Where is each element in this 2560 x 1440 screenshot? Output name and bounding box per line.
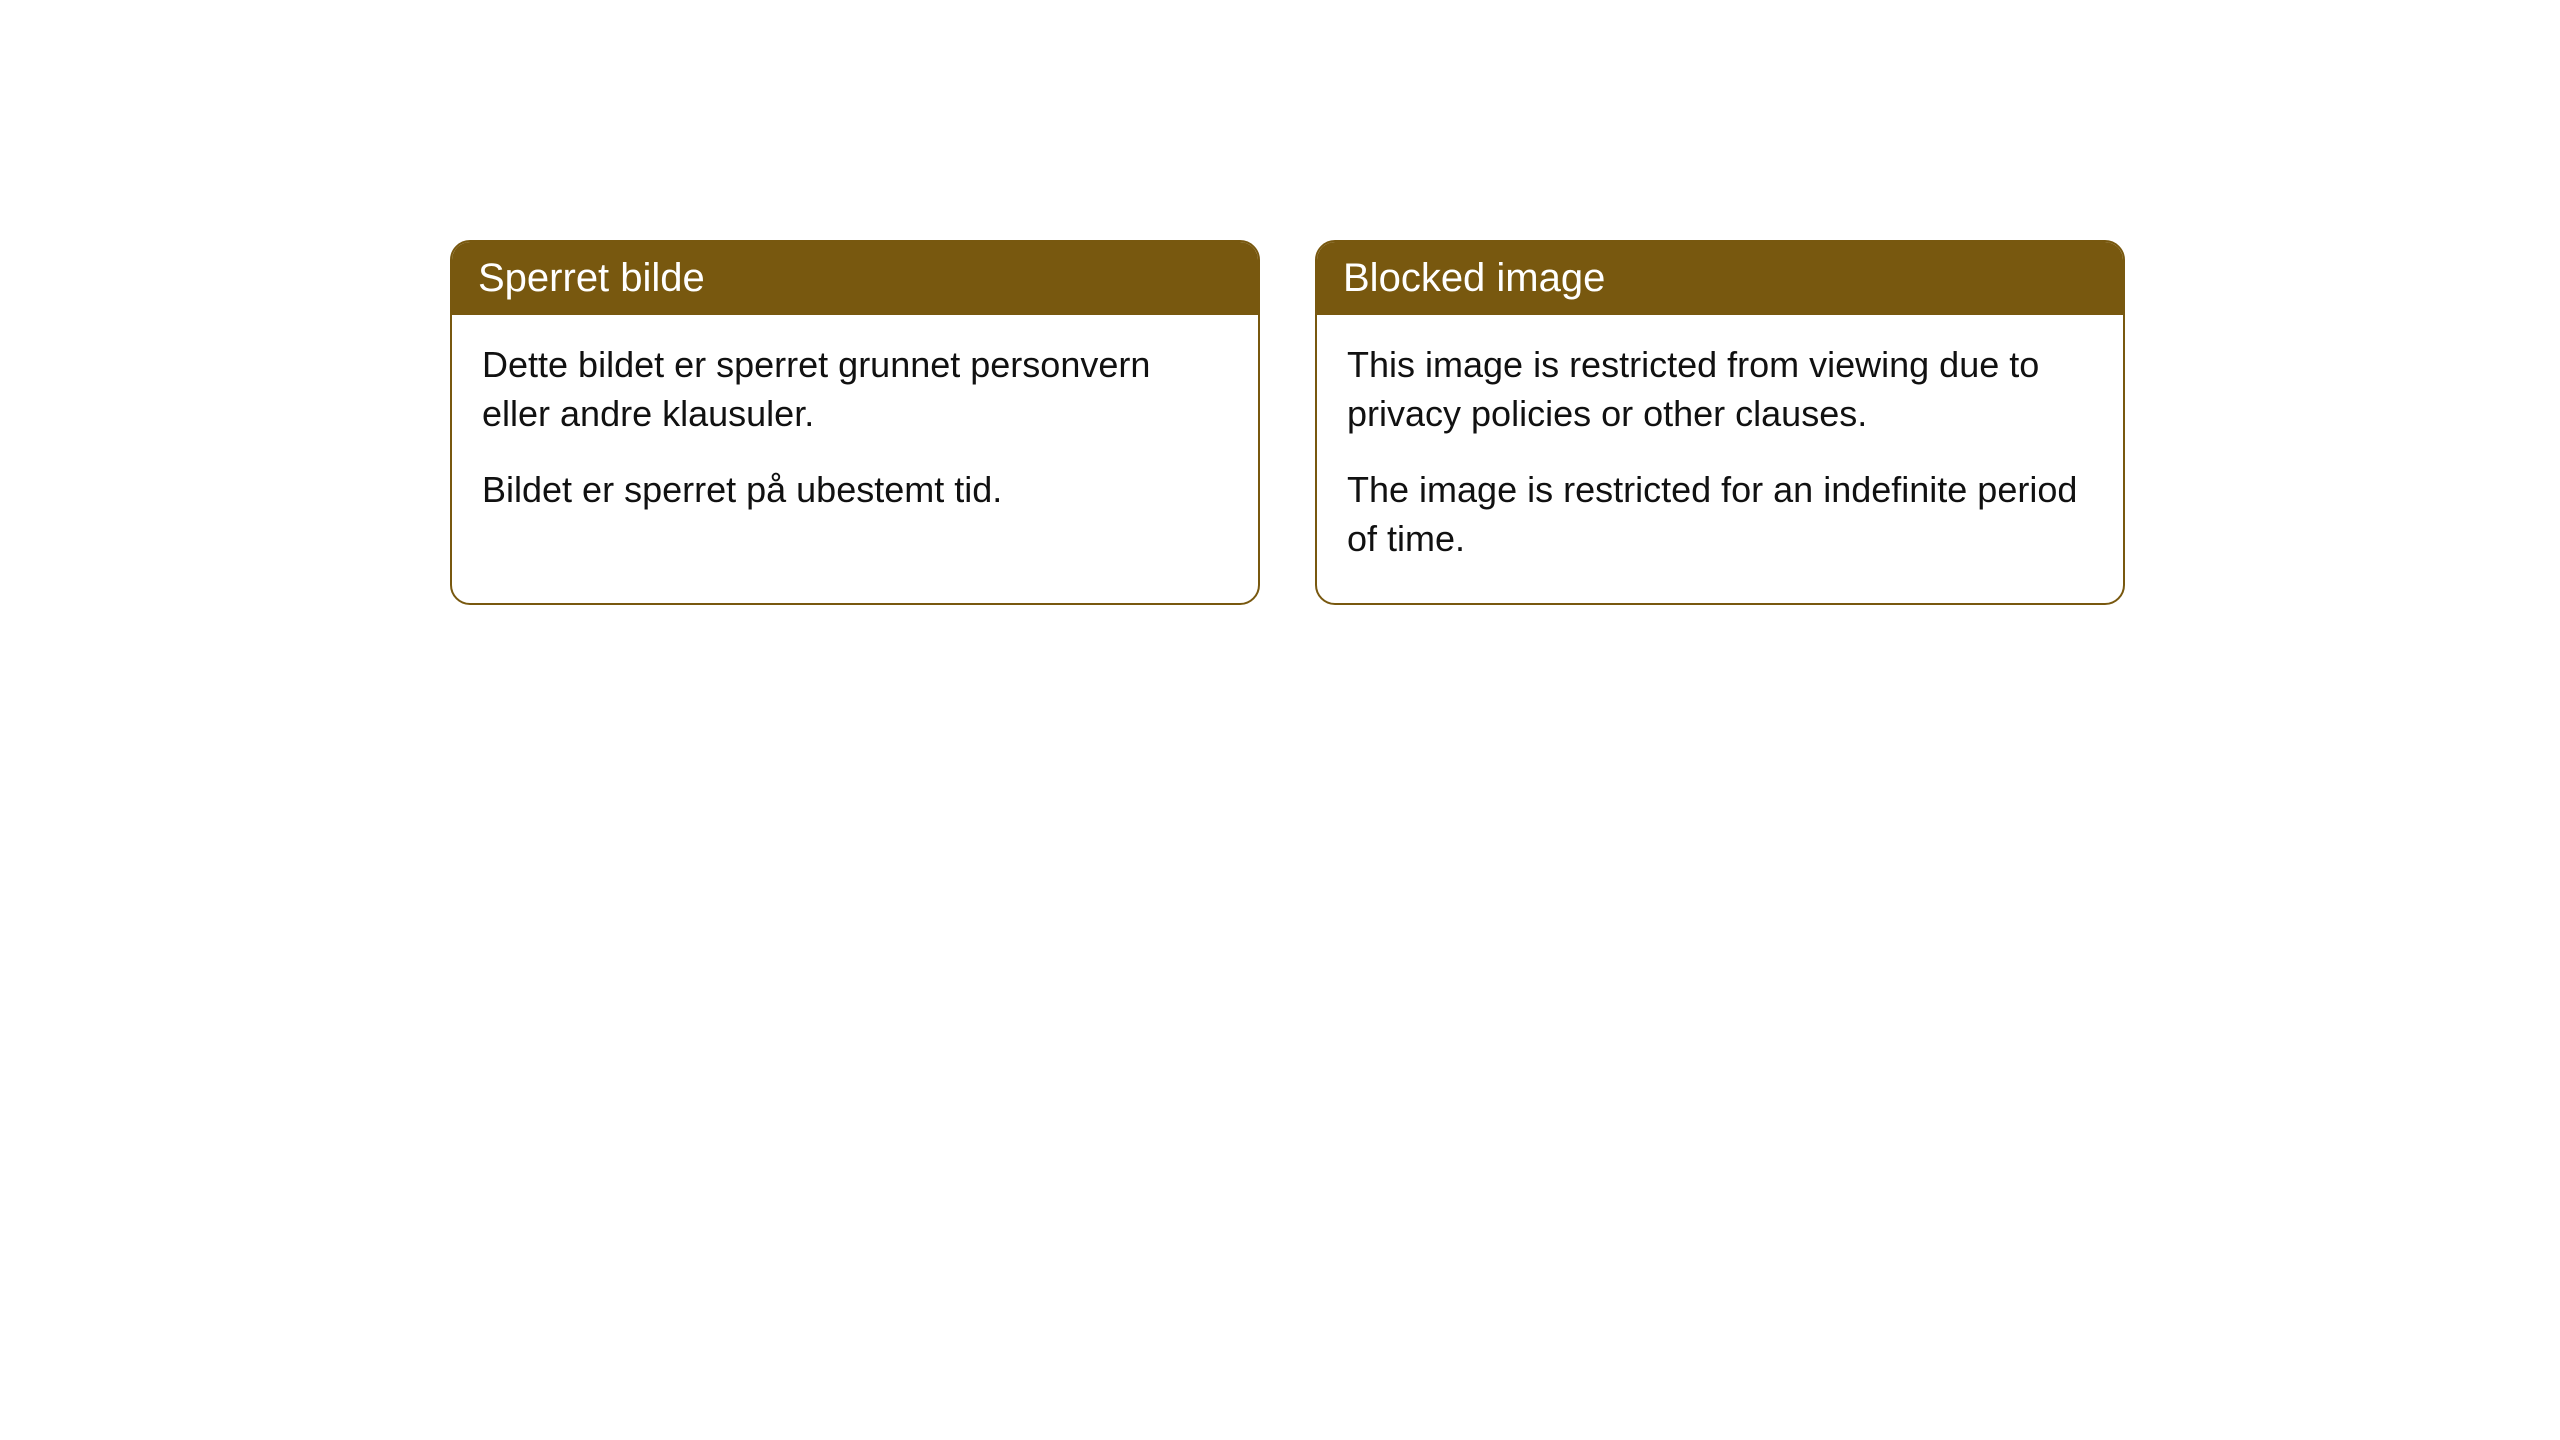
notice-text-english-2: The image is restricted for an indefinit…: [1347, 466, 2093, 563]
card-header-english: Blocked image: [1317, 242, 2123, 315]
card-header-norwegian: Sperret bilde: [452, 242, 1258, 315]
card-body-english: This image is restricted from viewing du…: [1317, 315, 2123, 603]
blocked-image-card-norwegian: Sperret bilde Dette bildet er sperret gr…: [450, 240, 1260, 605]
notice-text-norwegian-1: Dette bildet er sperret grunnet personve…: [482, 341, 1228, 438]
blocked-image-card-english: Blocked image This image is restricted f…: [1315, 240, 2125, 605]
notice-text-norwegian-2: Bildet er sperret på ubestemt tid.: [482, 466, 1228, 515]
notice-text-english-1: This image is restricted from viewing du…: [1347, 341, 2093, 438]
card-body-norwegian: Dette bildet er sperret grunnet personve…: [452, 315, 1258, 555]
notice-cards-container: Sperret bilde Dette bildet er sperret gr…: [450, 240, 2125, 605]
